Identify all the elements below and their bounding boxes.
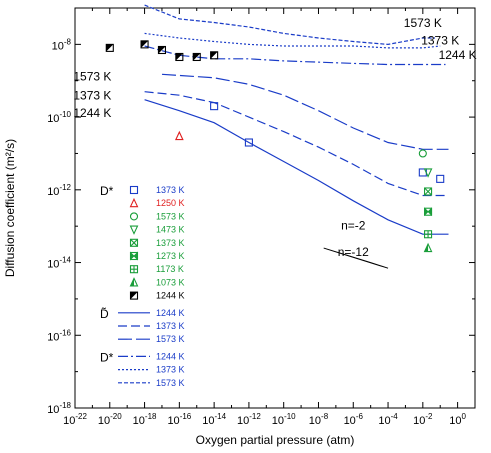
legend-entry-label: 1573 K — [156, 211, 185, 221]
legend-entry-label: 1244 K — [156, 291, 185, 301]
legend-entry-label: 1473 K — [156, 225, 185, 235]
curve-label: 1373 K — [421, 33, 459, 47]
plot-border — [74, 7, 476, 409]
curve-label: 1373 K — [73, 89, 111, 103]
x-tick-label: 10-22 — [63, 412, 87, 427]
data-point — [192, 52, 201, 62]
legend-entry-label: 1073 K — [156, 277, 185, 287]
x-tick-label: 10-10 — [272, 412, 296, 427]
legend-marker — [129, 197, 139, 208]
curve-label: 1573 K — [73, 70, 111, 84]
curve-label: 1244 K — [73, 106, 111, 120]
legend-entry-label: 1373 K — [156, 321, 185, 331]
x-tick-label: 10-4 — [378, 412, 398, 427]
x-axis-title: Oxygen partial pressure (atm) — [196, 433, 355, 447]
data-point — [244, 138, 253, 147]
series-points — [105, 40, 445, 253]
y-axis-title: Diffusion coefficient (m²/s) — [3, 139, 17, 277]
legend-entry-label: 1573 K — [156, 378, 185, 388]
data-point — [424, 230, 433, 239]
legend-marker — [129, 291, 139, 300]
legend-group-symbol: D* — [100, 184, 114, 198]
legend-entry-label: 1250 K — [156, 198, 185, 208]
legend-marker — [129, 212, 139, 221]
data-point — [174, 130, 184, 141]
legend-entry-label: 1373 K — [156, 238, 185, 248]
data-point — [140, 40, 149, 49]
y-tick-label: 10-16 — [47, 328, 71, 343]
series-line-13 — [144, 32, 441, 49]
data-point — [210, 51, 219, 60]
legend-entry-label: 1244 K — [156, 351, 185, 361]
series-line-12 — [144, 45, 446, 66]
x-tick-label: 10-12 — [237, 412, 261, 427]
data-point — [436, 174, 445, 183]
data-point — [424, 187, 433, 196]
legend-entry-label: 1273 K — [156, 251, 185, 261]
plot-frame — [74, 7, 476, 409]
series-line-11 — [161, 73, 449, 150]
data-point — [423, 168, 433, 178]
y-tick-label: 10-18 — [47, 401, 71, 416]
legend-marker — [129, 251, 139, 261]
x-axis: 10-22 10-20 10-18 10-16 10-14 10-12 10-10 10-8 1… — [63, 8, 476, 427]
slope-annotation: n=-2 — [341, 219, 366, 233]
slope-annotation: n=-12 — [338, 245, 369, 259]
data-point — [424, 207, 433, 217]
legend-entry-label: 1573 K — [156, 334, 185, 344]
data-point — [105, 43, 114, 52]
legend-marker — [129, 265, 139, 274]
series-line-9 — [144, 99, 449, 235]
legend-group-symbol: D* — [100, 350, 114, 364]
legend-marker — [129, 185, 139, 195]
curve-label: 1244 K — [439, 48, 477, 62]
y-axis: 10-18 10-16 10-14 10-12 10-10 10-8 — [47, 7, 475, 416]
data-point — [157, 45, 167, 55]
x-tick-label: 10-8 — [309, 412, 329, 427]
legend-entry-label: 1244 K — [156, 308, 185, 318]
series-lines — [144, 4, 449, 235]
series-line-10 — [144, 91, 449, 197]
x-tick-label: 10-2 — [413, 412, 433, 427]
legend-marker — [129, 225, 139, 235]
x-tick-label: 100 — [449, 412, 466, 427]
x-tick-label: 10-16 — [167, 412, 191, 427]
x-tick-label: 10-14 — [202, 412, 226, 427]
data-point — [175, 52, 184, 62]
y-tick-label: 10-8 — [52, 37, 72, 52]
slope-triangle — [323, 247, 389, 269]
legend-group-symbol: D̃ — [100, 306, 109, 321]
legend-marker — [129, 238, 139, 247]
series-line-14 — [144, 4, 435, 46]
y-tick-label: 10-10 — [47, 110, 71, 125]
x-tick-label: 10-18 — [133, 412, 157, 427]
y-tick-label: 10-14 — [47, 256, 71, 271]
data-point — [423, 242, 433, 253]
x-tick-label: 10-20 — [98, 412, 122, 427]
x-tick-label: 10-6 — [344, 412, 364, 427]
legend-entry-label: 1373 K — [156, 365, 185, 375]
curve-label: 1573 K — [404, 16, 442, 30]
legend: D* 1373 K 1250 K 1573 K 1473 K 1373 K 1273 K 11… — [100, 184, 185, 388]
legend-marker — [129, 277, 139, 287]
data-point — [418, 149, 427, 158]
legend-entry-label: 1373 K — [156, 185, 185, 195]
data-point — [210, 102, 219, 111]
y-tick-label: 10-12 — [47, 183, 71, 198]
legend-entry-label: 1173 K — [156, 264, 184, 274]
